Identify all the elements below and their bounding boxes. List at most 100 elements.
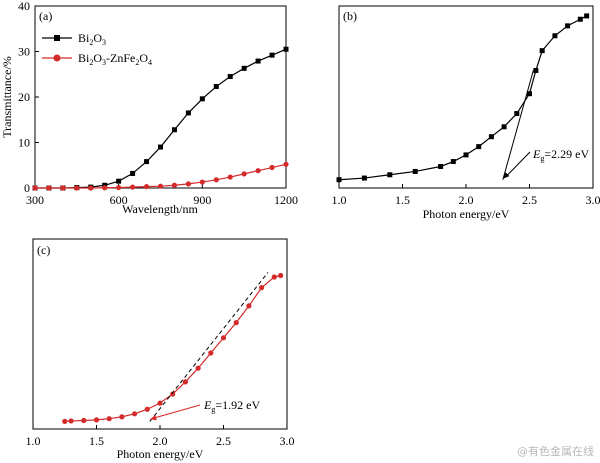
panel-b-series-point xyxy=(584,13,590,19)
panel-c-series-point xyxy=(157,400,163,406)
panel-a-y-tick-label: 20 xyxy=(18,90,30,104)
panel-a-series-group xyxy=(32,46,289,191)
panel-b-x-tick-label: 3.0 xyxy=(586,193,600,207)
panel-c-series-point xyxy=(208,350,214,356)
panel-c-x-tick-label: 1.5 xyxy=(89,434,104,448)
panel-c-series-point xyxy=(93,417,100,423)
panel-b-series-point xyxy=(565,23,571,29)
panel-c-series-point xyxy=(195,365,201,371)
panel-b-series-point xyxy=(539,48,545,54)
panel-c-eg-label: Eg=1.92 eV xyxy=(203,398,260,414)
panel-b-series-point xyxy=(552,33,558,39)
panel-b-series-point xyxy=(514,111,520,117)
bi2o3-series-point xyxy=(158,144,163,150)
panel-b-x-tick-label: 1.0 xyxy=(332,193,347,207)
bi2o3-series-point xyxy=(241,65,247,71)
panel-b-series-point xyxy=(577,16,583,22)
panel-c-series-point xyxy=(220,335,227,341)
bi2o3-znfe2o4-series-point xyxy=(116,184,122,191)
panel-a-x-tick-label: 600 xyxy=(110,193,128,207)
legend-label-bi2o3-znfe2o4: Bi2O3-ZnFe2O4 xyxy=(78,51,152,67)
bi2o3-znfe2o4-series-point xyxy=(60,185,66,191)
panel-c-series-point xyxy=(182,379,188,385)
panel-c-x-axis-title: Photon energy/eV xyxy=(117,447,204,461)
bi2o3-series-point xyxy=(283,46,289,52)
panel-b-series-point xyxy=(387,172,393,178)
panel-b-series-point xyxy=(533,68,539,74)
panel-c-series-point xyxy=(106,416,112,422)
bi2o3-series-point xyxy=(213,84,219,90)
bi2o3-znfe2o4-series-point xyxy=(171,182,178,188)
panel-c-series-point xyxy=(132,411,138,417)
panel-b-arrow-shaft xyxy=(505,151,531,178)
bi2o3-series-point xyxy=(185,110,191,116)
panel-c-series-point xyxy=(119,414,125,420)
panel-a-y-tick-label: 0 xyxy=(24,181,30,195)
panel-c-series-point xyxy=(259,285,265,291)
panel-a: (a) 300 600 900 1200 0 10 20 30 40 Wavelength/n… xyxy=(0,0,298,216)
panel-b-series-point xyxy=(412,168,418,174)
panel-b-tangent-line xyxy=(502,70,534,180)
panel-b-arrow-head xyxy=(502,172,510,179)
panel-c-x-tick-label: 2.5 xyxy=(216,434,231,448)
panel-b-eg-label: Eg=2.29 eV xyxy=(532,147,589,163)
panel-a-x-tick-label: 1200 xyxy=(274,193,298,207)
bi2o3-znfe2o4-series-point xyxy=(143,184,150,190)
panel-c: (c) 1.0 1.5 2.0 2.5 3.0 Photon energy/eV Eg=… xyxy=(26,238,295,461)
panel-a-letter: (a) xyxy=(39,9,52,23)
panel-b-series-point xyxy=(438,163,444,169)
panel-c-series-point xyxy=(62,418,68,424)
panel-c-series-group xyxy=(62,272,284,424)
panel-a-frame xyxy=(34,5,287,189)
panel-c-series-point xyxy=(81,417,87,424)
panel-a-legend: Bi2O3 Bi2O3-ZnFe2O4 xyxy=(42,31,152,67)
bi2o3-series-point xyxy=(116,178,122,184)
panel-c-x-ticks: 1.0 1.5 2.0 2.5 3.0 xyxy=(26,425,295,448)
panel-b-series-point xyxy=(336,177,342,183)
panel-a-y-tick-label: 30 xyxy=(18,45,30,59)
bi2o3-znfe2o4-series-point xyxy=(102,185,108,191)
panel-b-x-tick-label: 1.5 xyxy=(395,193,410,207)
panel-b-series-group xyxy=(336,13,590,183)
panel-c-series-point xyxy=(144,406,150,412)
bi2o3-znfe2o4-series-point xyxy=(88,185,94,191)
bi2o3-series-point xyxy=(144,159,150,165)
panel-b-x-tick-label: 2.5 xyxy=(522,193,537,207)
bi2o3-series-point xyxy=(130,170,136,176)
panel-a-y-tick-label: 40 xyxy=(18,0,30,13)
panel-c-x-tick-label: 2.0 xyxy=(153,434,168,448)
panel-c-letter: (c) xyxy=(37,243,50,257)
panel-b-series-point xyxy=(361,175,367,181)
bi2o3-series-point xyxy=(199,96,205,102)
panel-c-series-point xyxy=(246,303,252,309)
panel-a-y-ticks: 0 10 20 30 40 xyxy=(18,0,39,195)
watermark-text: @有色金属在线 xyxy=(517,444,594,458)
bi2o3-series-point xyxy=(255,58,261,64)
panel-c-series-point xyxy=(278,272,284,279)
panel-c-x-tick-label: 3.0 xyxy=(280,434,295,448)
panel-b-series-point xyxy=(527,91,532,97)
panel-b-series-point xyxy=(463,152,469,158)
bi2o3-series-point xyxy=(227,74,233,80)
panel-a-x-ticks: 300 600 900 1200 xyxy=(26,184,298,207)
panel-b-series-point xyxy=(476,144,482,150)
legend-marker-bi2o3-znfe2o4 xyxy=(53,54,61,62)
bi2o3-znfe2o4-series-point xyxy=(74,185,80,191)
bi2o3-znfe2o4-series-point xyxy=(32,185,38,191)
panel-c-series-point xyxy=(233,320,239,326)
bi2o3-znfe2o4-series-point xyxy=(241,171,247,177)
bi2o3-znfe2o4-series-point xyxy=(130,184,136,190)
panel-c-series-point xyxy=(271,274,277,280)
bi2o3-series-point xyxy=(269,52,275,58)
panel-c-arrow-head xyxy=(149,415,157,421)
panel-b-x-tick-label: 2.0 xyxy=(459,193,474,207)
panel-c-tangent-line xyxy=(149,272,269,422)
bi2o3-znfe2o4-series-point xyxy=(157,183,164,189)
bi2o3-znfe2o4-series-point xyxy=(255,168,261,174)
bi2o3-znfe2o4-series-point xyxy=(269,164,275,171)
panel-c-series-point xyxy=(170,391,176,397)
panel-b-series-point xyxy=(501,124,507,130)
panel-b-series-point xyxy=(450,159,456,165)
panel-a-x-tick-label: 300 xyxy=(26,193,44,207)
